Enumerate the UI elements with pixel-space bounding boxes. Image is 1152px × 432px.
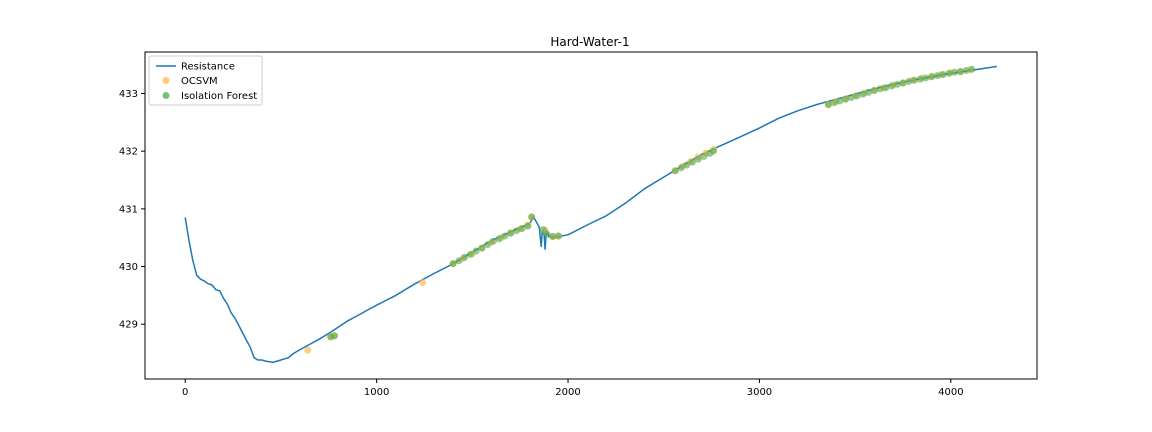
isolation-forest-point [331, 332, 339, 340]
y-tick-label: 433 [119, 89, 138, 100]
isolation-forest-point [933, 72, 941, 80]
isolation-forest-point [466, 250, 474, 258]
isolation-forest-point [865, 88, 873, 96]
ocsvm-point [419, 279, 427, 287]
isolation-forest-point [449, 260, 457, 268]
y-axis: 429 430 431 432 433 [119, 89, 145, 331]
isolation-forest-point [928, 73, 936, 81]
y-tick-label: 430 [119, 262, 138, 273]
legend-box [148, 55, 263, 106]
isolation-forest-point [694, 155, 702, 163]
isolation-forest-point [893, 80, 901, 88]
isolation-forest-point [922, 74, 930, 82]
isolation-forest-point [688, 158, 696, 166]
isolation-forest-point [501, 232, 509, 240]
isolation-forest-point [543, 230, 551, 238]
isolation-forest-point [888, 82, 896, 90]
x-axis: 0 1000 2000 3000 4000 [182, 379, 964, 398]
isolation-forest-point [824, 100, 832, 108]
isolation-forest-point [847, 94, 855, 102]
isolation-forest-point [859, 90, 867, 98]
isolation-forest-point [495, 235, 503, 243]
isolation-forest-point [489, 237, 497, 245]
x-tick-label: 0 [182, 387, 188, 398]
isolation-forest-point [830, 99, 838, 107]
isolation-forest-point [836, 97, 844, 105]
y-tick-label: 431 [119, 204, 138, 215]
isolation-forest-point [842, 95, 850, 103]
isolation-forest-point [478, 244, 486, 252]
isolation-forest-point [968, 65, 976, 73]
resistance-line [184, 65, 997, 364]
y-tick-label: 432 [119, 147, 138, 158]
x-tick-label: 1000 [364, 387, 389, 398]
isolation-forest-point [916, 75, 924, 83]
isolation-forest-point [710, 147, 718, 155]
legend-marker-isolation-forest [162, 92, 170, 99]
isolation-forest-point [956, 68, 964, 76]
plot-area [184, 65, 997, 364]
isolation-forest-point [951, 68, 959, 76]
isolation-forest-point [910, 76, 918, 84]
isolation-forest-point [677, 164, 685, 172]
isolation-forest-point [899, 79, 907, 87]
x-tick-label: 2000 [555, 387, 580, 398]
isolation-forest-point [683, 161, 691, 169]
isolation-forest-point [524, 222, 532, 230]
isolation-forest-point [484, 241, 492, 249]
legend-label-isolation-forest: Isolation Forest [181, 91, 257, 102]
isolation-forest-point [472, 247, 480, 255]
x-tick-label: 3000 [747, 387, 772, 398]
isolation-forest-point [518, 224, 526, 232]
isolation-forest-point [512, 227, 520, 235]
legend-label-ocsvm: OCSVM [181, 76, 218, 87]
isolation-forest-point [455, 257, 463, 265]
legend-marker-ocsvm [162, 77, 170, 84]
isolation-forest-point [882, 84, 890, 92]
isolation-forest-point [945, 69, 953, 77]
isolation-forest-point [700, 152, 708, 160]
legend-label-resistance: Resistance [181, 62, 235, 73]
isolation-forest-point [870, 87, 878, 95]
isolation-forest-point [905, 77, 913, 85]
plot-frame [144, 51, 1038, 380]
ocsvm-point [304, 346, 312, 354]
x-tick-label: 4000 [938, 387, 963, 398]
chart-title: Hard-Water-1 [550, 35, 629, 49]
isolation-forest-point [962, 66, 970, 74]
isolation-forest-point [554, 232, 562, 240]
y-tick-label: 429 [119, 320, 138, 331]
isolation-forest-point [507, 229, 515, 237]
isolation-forest-point [549, 233, 557, 241]
isolation-forest-point [939, 70, 947, 78]
isolation-forest-point [876, 85, 884, 93]
legend: Resistance OCSVM Isolation Forest [148, 55, 263, 106]
isolation-forest-point [461, 253, 469, 261]
isolation-forest-point [671, 167, 679, 175]
isolation-forest-point [539, 226, 547, 234]
isolation-forest-point [528, 213, 536, 221]
isolation-forest-point [853, 92, 861, 100]
